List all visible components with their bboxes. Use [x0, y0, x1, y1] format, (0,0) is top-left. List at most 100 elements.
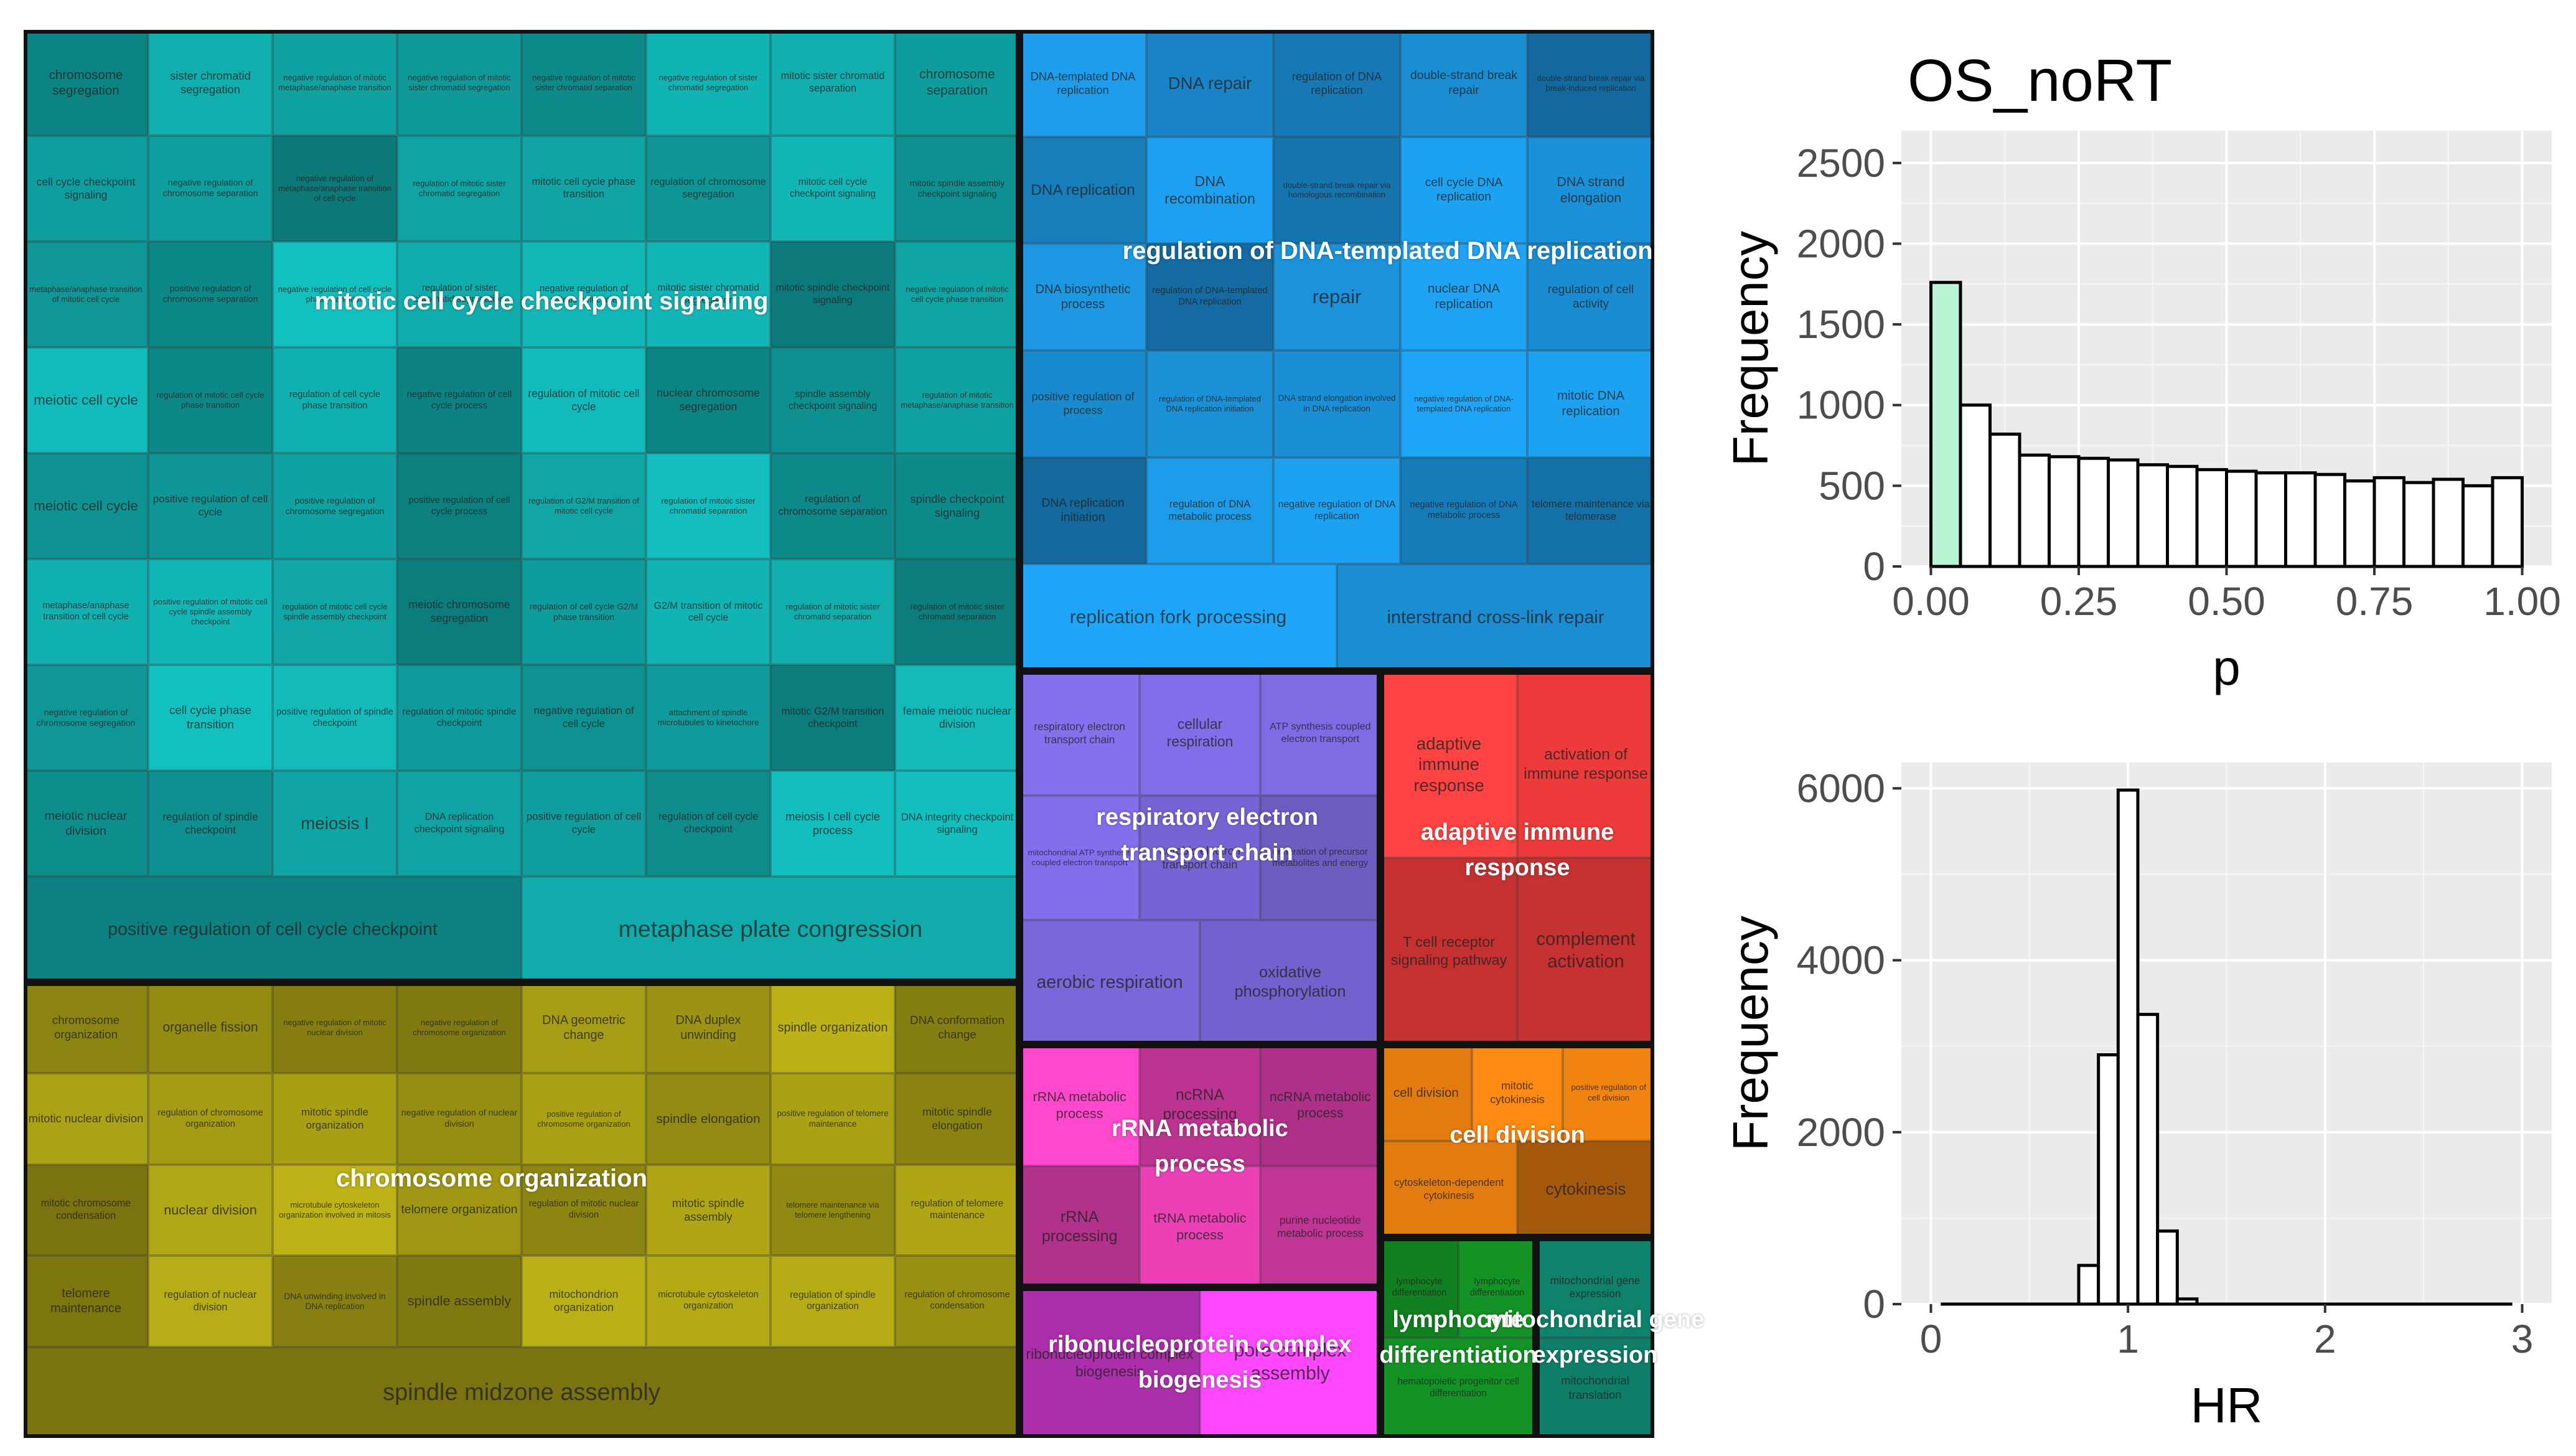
histogram-bar-p — [2077, 456, 2110, 568]
treemap-tile-mitotic-cell-cycle-phase-transition: mitotic cell cycle phase transition — [522, 136, 646, 242]
treemap-tile-double-strand-break-repair-via-homologous-recombination: double-strand break repair via homologou… — [1273, 136, 1400, 244]
treemap-tile-mitochondrion-organization: mitochondrion organization — [522, 1256, 646, 1347]
treemap-tile-mitotic-cell-cycle-checkpoint-signaling: mitotic cell cycle checkpoint signaling — [770, 136, 895, 242]
treemap-tile-aerobic-electron-transport-chain: aerobic electron transport chain — [1140, 796, 1260, 920]
treemap-tile-ribonucleoprotein-complex-biogenesis: ribonucleoprotein complex biogenesis — [1019, 1287, 1200, 1438]
treemap-tile-microtubule-cytoskeleton-organization-involved-in-mitosis: microtubule cytoskeleton organization in… — [273, 1164, 397, 1256]
treemap-tile-nuclear-chromosome-segregation: nuclear chromosome segregation — [646, 347, 770, 453]
treemap-tile-regulation-of-nuclear-division: regulation of nuclear division — [148, 1256, 273, 1347]
histogram-bar-p — [2254, 471, 2287, 568]
treemap-tile-repair: repair — [1273, 243, 1400, 350]
y-tick-label-p: 1500 — [1797, 302, 1885, 347]
treemap-tile-negative-regulation-of-mitotic-metaphase-anaphase-transition: negative regulation of mitotic metaphase… — [273, 30, 397, 136]
treemap-tile-dna-conformation-change: DNA conformation change — [895, 982, 1019, 1074]
histogram-bar-p — [1929, 281, 1962, 568]
x-tick-label-hr: 3 — [2511, 1317, 2534, 1361]
histogram-bar-p — [1988, 432, 2021, 568]
x-axis-label-hr: HR — [2191, 1378, 2263, 1433]
treemap-tile-negative-regulation-of-nuclear-division: negative regulation of nuclear division — [397, 1073, 522, 1165]
treemap-tile-regulation-of-spindle-checkpoint: regulation of spindle checkpoint — [148, 771, 273, 876]
x-tick-label-p: 0.50 — [2188, 579, 2265, 624]
treemap-tile-hematopoietic-progenitor-cell-differentiation: hematopoietic progenitor cell differenti… — [1380, 1338, 1536, 1438]
treemap-tile-dna-replication-initiation: DNA replication initiation — [1019, 457, 1146, 565]
x-tick-label-hr: 2 — [2314, 1317, 2336, 1361]
treemap-tile-spindle-organization: spindle organization — [770, 982, 895, 1074]
treemap-tile-mitotic-g2-m-transition-checkpoint: mitotic G2/M transition checkpoint — [770, 665, 895, 771]
treemap-tile-telomere-maintenance: telomere maintenance — [24, 1256, 148, 1347]
treemap-tile-meiotic-cell-cycle: meiotic cell cycle — [24, 453, 148, 559]
treemap-tile-regulation-of-mitotic-cell-cycle: regulation of mitotic cell cycle — [522, 347, 646, 453]
treemap-group-label-adaptive-immune-response: adaptive immune response — [1420, 819, 1614, 881]
treemap-tile-positive-regulation-of-process: positive regulation of process — [1019, 350, 1146, 458]
treemap-tile-positive-regulation-of-chromosome-separation: positive regulation of chromosome separa… — [148, 242, 273, 347]
treemap-tile-negative-regulation-of-mitotic-sister-chromatid-segregation: negative regulation of mitotic sister ch… — [397, 30, 522, 136]
treemap-tile-regulation-of-spindle-organization: regulation of spindle organization — [770, 1256, 895, 1347]
treemap-tile-regulation-of-cell-cycle-phase-transition: regulation of cell cycle phase transitio… — [273, 347, 397, 453]
histogram-p: 0.00 0.25 0.50 0.75 1.00 0 500 1000 1500 2000 2500… — [1723, 47, 2561, 695]
treemap-tile-regulation-of-dna-templated-dna-replication: regulation of DNA-templated DNA replicat… — [1146, 243, 1273, 350]
histogram-bar-p — [2225, 469, 2258, 568]
treemap-tile-regulation-of-dna-metabolic-process: regulation of DNA metabolic process — [1146, 457, 1273, 565]
treemap-tile-double-strand-break-repair: double-strand break repair — [1400, 30, 1527, 137]
x-tick-label-p: 0.25 — [2040, 579, 2118, 624]
treemap-tile-positive-regulation-of-cell-cycle-checkpoint: positive regulation of cell cycle checkp… — [24, 876, 522, 982]
treemap-tile-regulation-of-chromosome-separation: regulation of chromosome separation — [770, 453, 895, 559]
treemap-tile-negative-regulation-of-cell-cycle-phase-transition: negative regulation of cell cycle phase … — [273, 242, 397, 347]
treemap-tile-regulation-of-mitotic-nuclear-division: regulation of mitotic nuclear division — [522, 1164, 646, 1256]
x-tick-label-hr: 1 — [2117, 1317, 2139, 1361]
treemap-tile-chromosome-segregation: chromosome segregation — [24, 30, 148, 136]
treemap-tile-t-cell-receptor-signaling-pathway: T cell receptor signaling pathway — [1380, 858, 1517, 1045]
treemap-tile-chromosome-organization: chromosome organization — [24, 982, 148, 1074]
treemap-tile-sister-chromatid-segregation: sister chromatid segregation — [148, 30, 273, 136]
histogram-bar-p — [2284, 471, 2317, 568]
treemap-tile-positive-regulation-of-cell-cycle: positive regulation of cell cycle — [148, 453, 273, 559]
treemap-tile-interstrand-cross-link-repair: interstrand cross-link repair — [1337, 564, 1654, 671]
treemap-tile-organelle-fission: organelle fission — [148, 982, 273, 1074]
histogram-bar-p — [2166, 464, 2199, 568]
histogram-bar-p — [2402, 481, 2435, 568]
treemap-group-label-chromosome-organization: chromosome organization — [335, 1164, 648, 1192]
treemap-tile-mitochondrial-atp-synthesis-coupled-electron-transport: mitochondrial ATP synthesis coupled elec… — [1019, 796, 1140, 920]
histogram-bar-hr — [2116, 788, 2140, 1306]
histogram-bar-hr — [2077, 1264, 2101, 1306]
histogram-bar-p — [1959, 403, 1992, 568]
treemap-tile-regulation-of-g2-m-transition-of-mitotic-cell-cycle: regulation of G2/M transition of mitotic… — [522, 453, 646, 559]
treemap-tile-nuclear-division: nuclear division — [148, 1164, 273, 1256]
treemap-tile-positive-regulation-of-spindle-checkpoint: positive regulation of spindle checkpoin… — [273, 665, 397, 771]
treemap-tile-g2-m-transition-of-mitotic-cell-cycle: G2/M transition of mitotic cell cycle — [646, 559, 770, 665]
treemap-tile-dna-replication: DNA replication — [1019, 136, 1146, 244]
treemap-tile-regulation-of-dna-templated-dna-replication-initiation: regulation of DNA-templated DNA replicat… — [1146, 350, 1273, 458]
y-tick-label-p: 500 — [1819, 463, 1885, 508]
treemap-tile-positive-regulation-of-cell-cycle: positive regulation of cell cycle — [522, 771, 646, 876]
treemap-tile-telomere-maintenance-via-telomere-lengthening: telomere maintenance via telomere length… — [770, 1164, 895, 1256]
histogram-bar-p — [2491, 476, 2524, 568]
y-tick-label-p: 2500 — [1797, 141, 1885, 186]
treemap-tile-meiotic-chromosome-segregation: meiotic chromosome segregation — [397, 559, 522, 665]
x-tick-label-p: 0.75 — [2336, 579, 2414, 624]
histogram-bar-p — [2048, 455, 2081, 568]
treemap-tile-cell-cycle-phase-transition: cell cycle phase transition — [148, 665, 273, 771]
treemap-tile-microtubule-cytoskeleton-organization: microtubule cytoskeleton organization — [646, 1256, 770, 1347]
treemap-tile-mitotic-chromosome-condensation: mitotic chromosome condensation — [24, 1164, 148, 1256]
treemap-tile-trna-metabolic-process: tRNA metabolic process — [1140, 1166, 1260, 1287]
treemap-tile-telomere-maintenance-via-telomerase: telomere maintenance via telomerase — [1527, 457, 1654, 565]
histogram-bar-hr — [2097, 1053, 2120, 1306]
treemap-tile-regulation-of-cell-activity: regulation of cell activity — [1527, 243, 1654, 350]
treemap-tile-regulation-of-mitotic-sister-chromatid-separation: regulation of mitotic sister chromatid s… — [646, 453, 770, 559]
treemap-tile-purine-nucleotide-metabolic-process: purine nucleotide metabolic process — [1260, 1166, 1380, 1287]
treemap-tile-spindle-assembly: spindle assembly — [397, 1256, 522, 1347]
treemap-tile-lymphocyte-differentiation: lymphocyte differentiation — [1458, 1238, 1536, 1338]
y-tick-label-hr: 6000 — [1797, 766, 1885, 810]
treemap-tile-cell-cycle-checkpoint-signaling: cell cycle checkpoint signaling — [24, 136, 148, 242]
treemap-tile-negative-regulation-of-mitotic-sister-chromatid-separation: negative regulation of mitotic sister ch… — [522, 30, 646, 136]
treemap-tile-negative-regulation-of-dna-templated-dna-replication: negative regulation of DNA-templated DNA… — [1400, 350, 1527, 458]
treemap-tile-dna-duplex-unwinding: DNA duplex unwinding — [646, 982, 770, 1074]
treemap-tile-metaphase-plate-congression: metaphase plate congression — [522, 876, 1019, 982]
histogram-bar-hr — [2136, 1013, 2160, 1306]
treemap-tile-dna-strand-elongation: DNA strand elongation — [1527, 136, 1654, 244]
treemap-tile-aerobic-respiration: aerobic respiration — [1019, 920, 1200, 1045]
histogram-bar-p — [2461, 484, 2494, 568]
treemap-tile-mitotic-nuclear-division: mitotic nuclear division — [24, 1073, 148, 1165]
treemap-tile-dna-strand-elongation-involved-in-dna-replication: DNA strand elongation involved in DNA re… — [1273, 350, 1400, 458]
treemap-tile-regulation-of-mitotic-cell-cycle-spindle-assembly-checkpoint: regulation of mitotic cell cycle spindle… — [273, 559, 397, 665]
